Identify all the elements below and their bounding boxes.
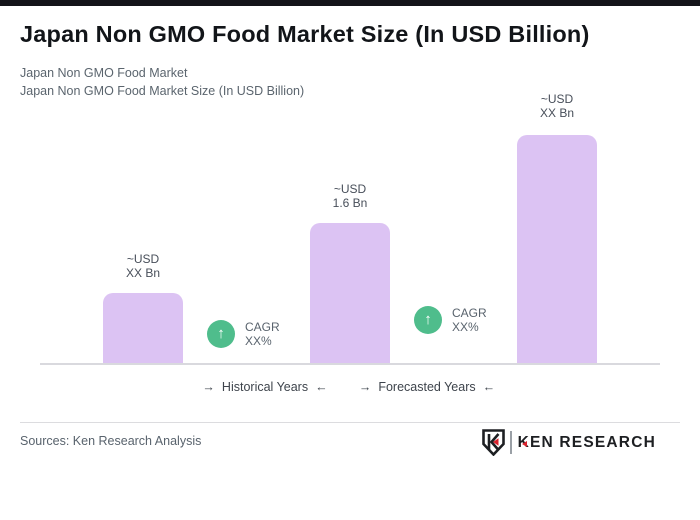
- cagr-value: XX%: [452, 320, 479, 334]
- cagr-text: CAGR XX%: [245, 320, 280, 348]
- period-label-text: Historical Years: [221, 380, 309, 394]
- logo-wordmark-text: Ken Research: [517, 433, 656, 451]
- bar-value-line1: ~USD: [333, 182, 367, 196]
- growth-circle: ↑: [207, 320, 235, 348]
- bar-historical: [103, 293, 183, 364]
- left-arrow-icon: ←: [482, 380, 496, 394]
- bar-base-year: [310, 223, 390, 364]
- x-axis-line: [40, 363, 660, 365]
- axis-label-historical-years: → Historical Years ←: [196, 380, 334, 394]
- subtitle-chart-name: Japan Non GMO Food Market Size (In USD B…: [20, 84, 305, 98]
- sources-text: Sources: Ken Research Analysis: [20, 434, 202, 448]
- right-arrow-icon: →: [358, 380, 372, 394]
- page-title: Japan Non GMO Food Market Size (In USD B…: [20, 21, 590, 47]
- subtitle-market-name: Japan Non GMO Food Market: [20, 66, 188, 80]
- bar-value-label: ~USD XX Bn: [73, 252, 213, 280]
- ken-research-shield-icon: [481, 429, 505, 456]
- axis-label-forecasted-years: → Forecasted Years ←: [356, 380, 498, 394]
- ken-research-logo: Ken Research: [481, 429, 656, 456]
- up-arrow-icon: ↑: [217, 324, 225, 342]
- top-strip: [0, 0, 700, 6]
- cagr-value: XX%: [245, 334, 272, 348]
- bar-value-label: ~USD XX Bn: [487, 92, 627, 120]
- left-arrow-icon: ←: [315, 380, 328, 394]
- bar-value-line1: ~USD: [126, 252, 160, 266]
- bar-value-line2: 1.6 Bn: [332, 196, 368, 210]
- cagr-label: CAGR: [452, 306, 487, 320]
- bar-value-line2: XX Bn: [539, 106, 575, 120]
- logo-wordmark: Ken Research: [518, 434, 656, 452]
- cagr-label: CAGR: [245, 320, 280, 334]
- cagr-text: CAGR XX%: [452, 306, 487, 334]
- footer-divider: [20, 422, 680, 423]
- period-label-text: Forecasted Years: [378, 380, 476, 394]
- bar-value-label: ~USD 1.6 Bn: [280, 182, 420, 210]
- logo-separator: [509, 431, 512, 454]
- cagr-badge-forecast: ↑ CAGR XX%: [414, 306, 487, 334]
- up-arrow-icon: ↑: [424, 310, 432, 328]
- bar-forecast: [517, 135, 597, 364]
- logo-k-accent: [521, 440, 527, 447]
- cagr-badge-historical: ↑ CAGR XX%: [207, 320, 280, 348]
- bar-value-line2: XX Bn: [125, 266, 161, 280]
- bar-value-line1: ~USD: [540, 92, 574, 106]
- right-arrow-icon: →: [202, 380, 215, 394]
- growth-circle: ↑: [414, 306, 442, 334]
